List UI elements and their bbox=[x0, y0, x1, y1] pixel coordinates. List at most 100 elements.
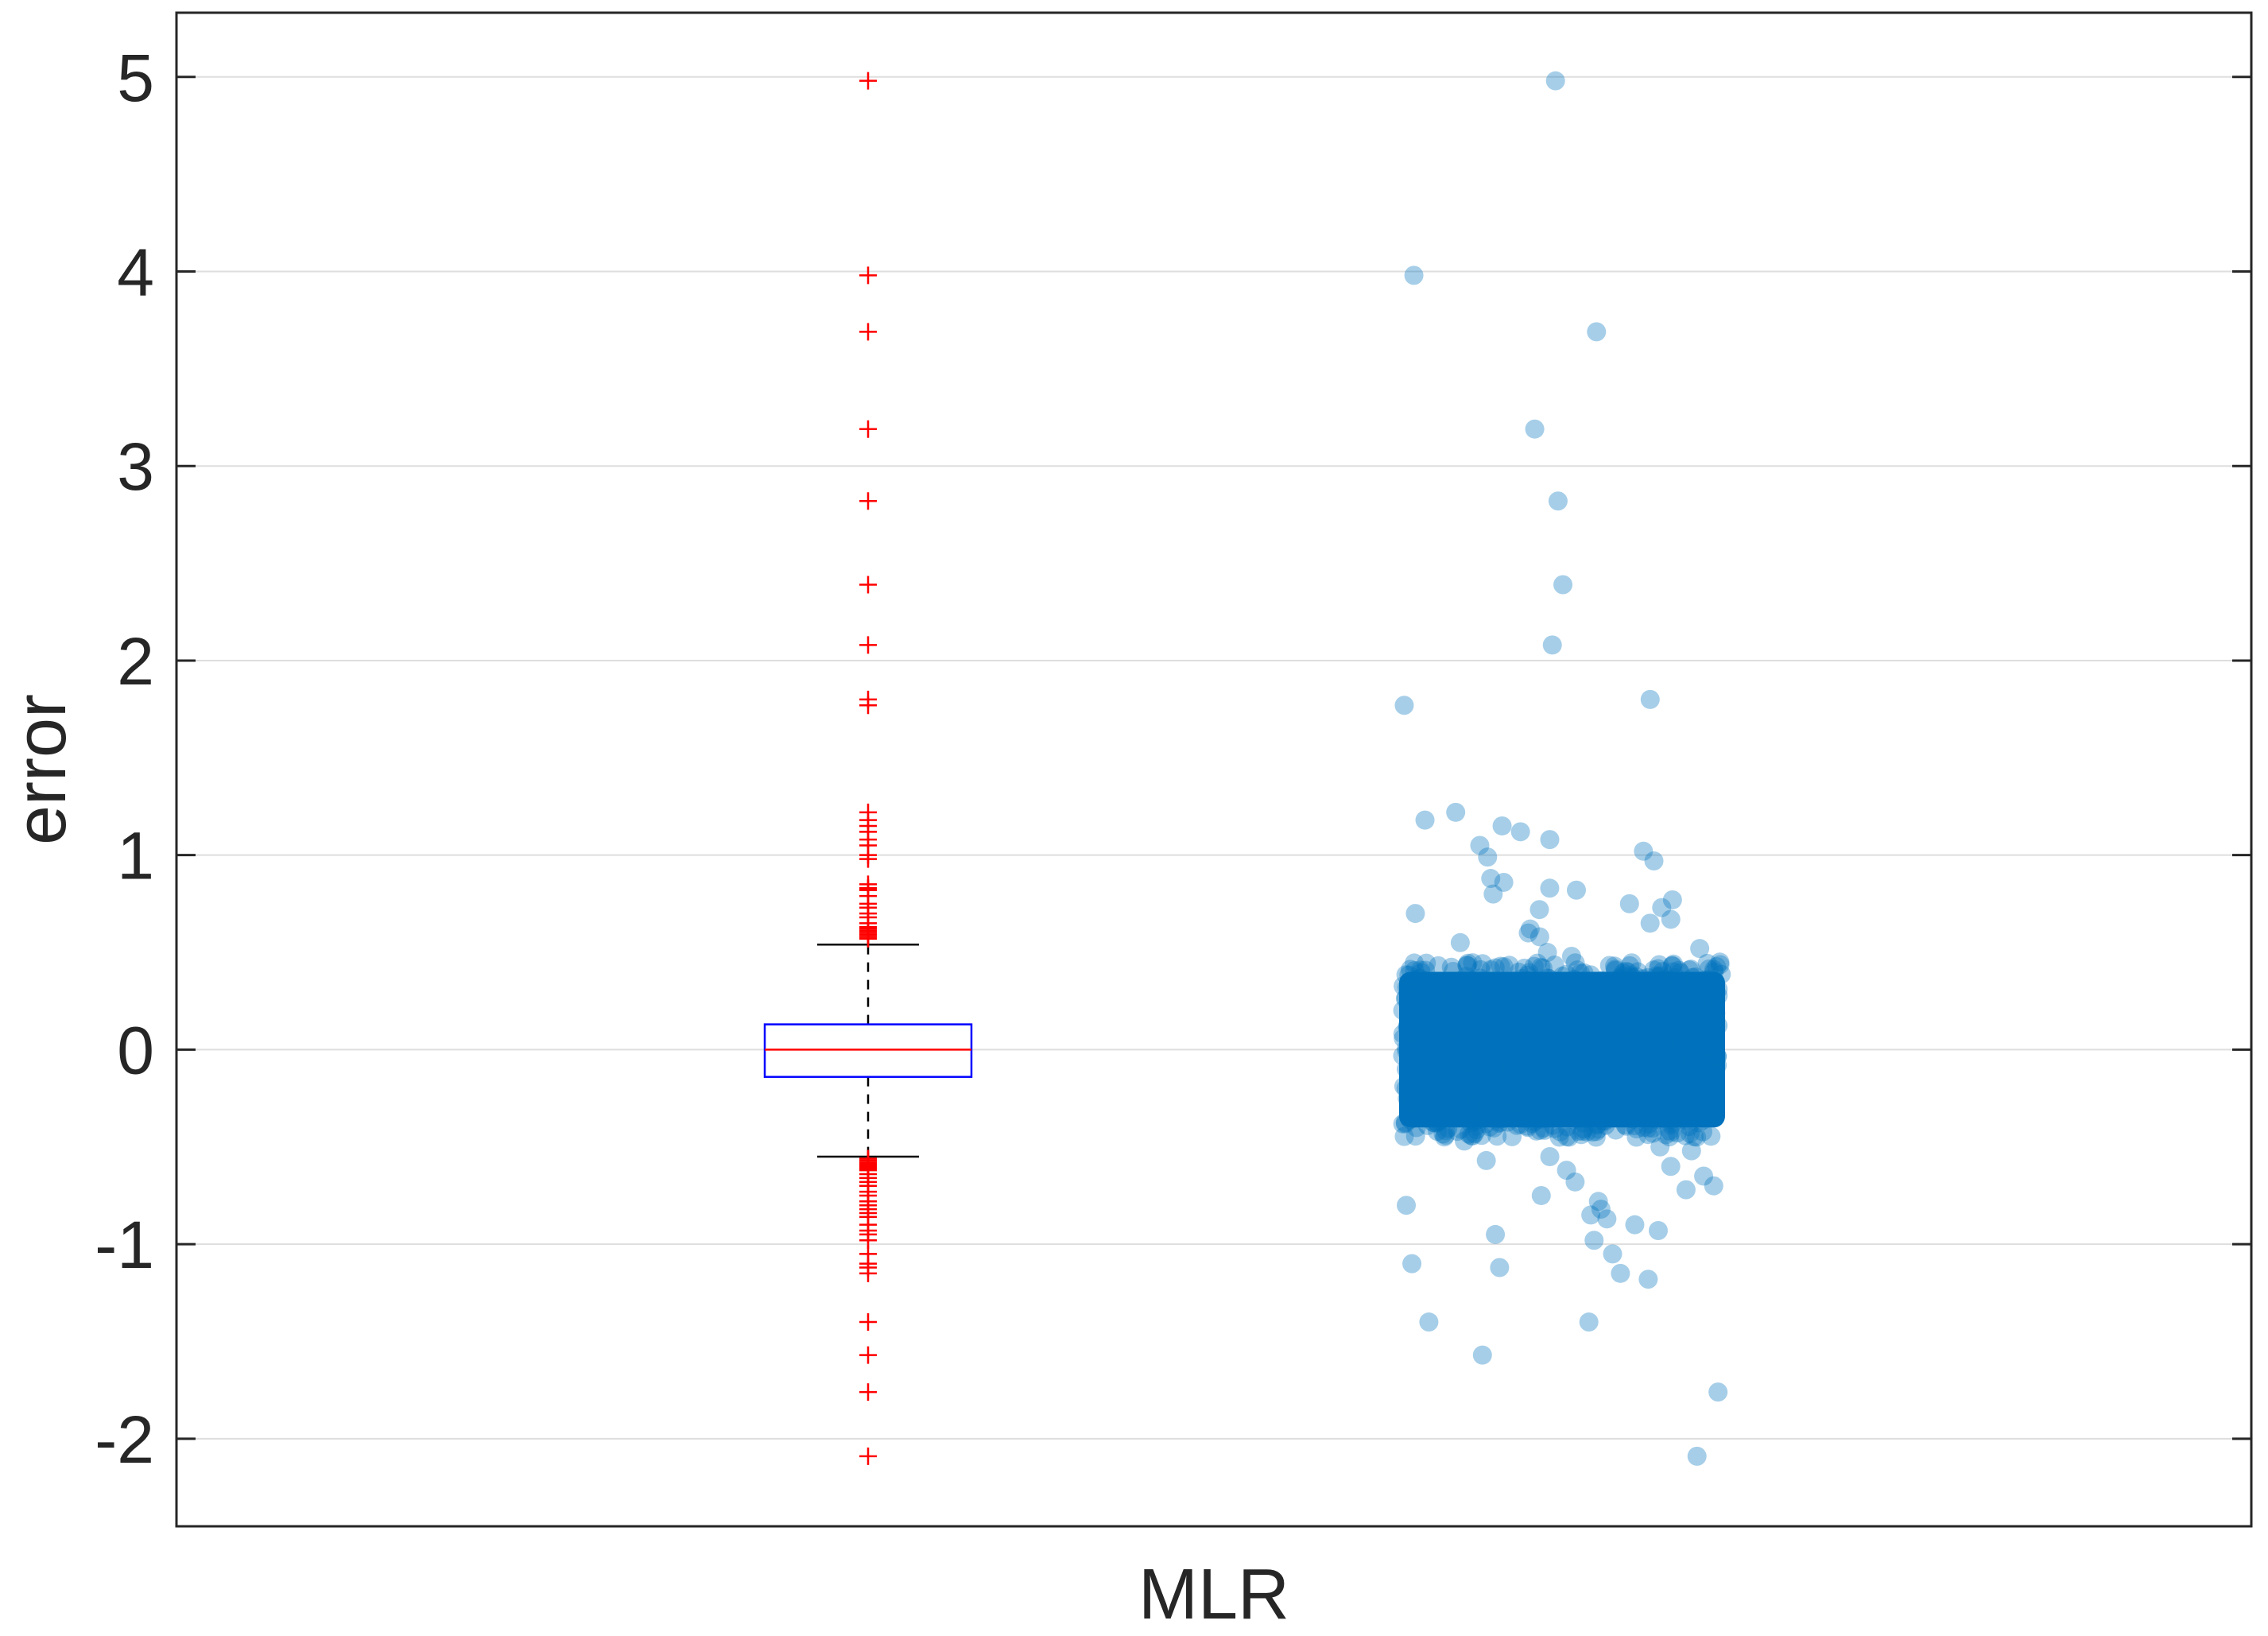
jitter-point bbox=[1688, 1006, 1708, 1026]
jitter-point bbox=[1665, 1103, 1685, 1122]
jitter-point bbox=[1677, 1099, 1696, 1119]
jitter-point bbox=[1591, 1066, 1611, 1086]
jitter-point bbox=[1574, 1089, 1594, 1109]
jitter-point bbox=[1394, 1029, 1413, 1049]
jitter-point bbox=[1553, 967, 1572, 987]
jitter-point bbox=[1700, 1102, 1720, 1122]
jitter-point bbox=[1582, 1056, 1602, 1076]
jitter-point bbox=[1528, 1058, 1548, 1078]
jitter-point bbox=[1512, 1091, 1532, 1111]
jitter-point bbox=[1700, 1096, 1719, 1116]
jitter-point bbox=[1445, 1084, 1465, 1104]
jitter-point bbox=[1531, 1185, 1551, 1205]
jitter-point bbox=[1485, 958, 1505, 978]
jitter-point bbox=[1705, 1028, 1725, 1048]
jitter-point bbox=[1449, 1070, 1469, 1090]
jitter-point bbox=[1469, 985, 1489, 1005]
jitter-point bbox=[1407, 1008, 1427, 1028]
jitter-point bbox=[1623, 1028, 1643, 1048]
jitter-point bbox=[1654, 1033, 1674, 1053]
jitter-point bbox=[1565, 1075, 1585, 1095]
jitter-point bbox=[1564, 1024, 1584, 1044]
jitter-point bbox=[1560, 1045, 1580, 1064]
jitter-point bbox=[1447, 987, 1467, 1006]
outlier-marker bbox=[859, 420, 877, 438]
jitter-point bbox=[1612, 966, 1632, 986]
jitter-point bbox=[1699, 970, 1719, 990]
jitter-point bbox=[1678, 979, 1698, 999]
jitter-point bbox=[1687, 1103, 1707, 1123]
jitter-point bbox=[1540, 830, 1560, 850]
jitter-point bbox=[1572, 975, 1592, 994]
jitter-point bbox=[1556, 1100, 1576, 1120]
jitter-point bbox=[1557, 1036, 1577, 1056]
jitter-point bbox=[1687, 1041, 1707, 1060]
jitter-point bbox=[1408, 1086, 1428, 1106]
jitter-point bbox=[1401, 1099, 1421, 1119]
jitter-point bbox=[1673, 1031, 1693, 1051]
jitter-point bbox=[1707, 956, 1727, 976]
jitter-point bbox=[1406, 1056, 1426, 1076]
jitter-point bbox=[1500, 980, 1520, 1000]
jitter-point bbox=[1673, 988, 1692, 1008]
jitter-point bbox=[1691, 1019, 1711, 1039]
jitter-point bbox=[1643, 1123, 1663, 1143]
jitter-point bbox=[1522, 1024, 1542, 1044]
jitter-point bbox=[1663, 962, 1683, 982]
jitter-point bbox=[1494, 1049, 1514, 1069]
jitter-point bbox=[1489, 1047, 1509, 1067]
jitter-point bbox=[1619, 894, 1639, 913]
jitter-point bbox=[1405, 1126, 1425, 1146]
jitter-point bbox=[1474, 1087, 1494, 1107]
jitter-point bbox=[1632, 1002, 1652, 1022]
jitter-point bbox=[1468, 1007, 1488, 1027]
jitter-point bbox=[1458, 981, 1478, 1001]
jitter-point bbox=[1416, 960, 1436, 980]
jitter-point bbox=[1632, 1068, 1652, 1087]
jitter-point bbox=[1611, 969, 1631, 989]
jitter-point bbox=[1531, 957, 1551, 977]
jitter-point bbox=[1622, 1084, 1642, 1104]
jitter-point bbox=[1618, 986, 1638, 1006]
jitter-point bbox=[1607, 971, 1626, 991]
jitter-point bbox=[1589, 1010, 1609, 1029]
jitter-point bbox=[1683, 967, 1703, 987]
jitter-point bbox=[1597, 1209, 1617, 1229]
jitter-point bbox=[1619, 962, 1638, 982]
jitter-point bbox=[1522, 1066, 1542, 1086]
jitter-point bbox=[1488, 1047, 1508, 1067]
jitter-point bbox=[1568, 1122, 1588, 1142]
jitter-point bbox=[1658, 1059, 1678, 1079]
outlier-marker bbox=[859, 696, 877, 715]
jitter-point bbox=[1529, 1012, 1549, 1032]
jitter-point bbox=[1633, 969, 1653, 989]
jitter-point bbox=[1564, 1083, 1584, 1103]
jitter-point bbox=[1435, 1094, 1455, 1114]
outlier-marker bbox=[859, 323, 877, 341]
jitter-point bbox=[1395, 1114, 1415, 1134]
jitter-point bbox=[1443, 1017, 1463, 1037]
jitter-point bbox=[1708, 1016, 1728, 1036]
jitter-point bbox=[1433, 1057, 1452, 1077]
jitter-point bbox=[1659, 1127, 1679, 1147]
jitter-point bbox=[1460, 1098, 1479, 1118]
jitter-point bbox=[1508, 994, 1528, 1014]
jitter-point bbox=[1708, 1382, 1728, 1402]
jitter-point bbox=[1650, 1050, 1669, 1070]
jitter-point bbox=[1607, 995, 1627, 1015]
jitter-point bbox=[1531, 1109, 1551, 1129]
jitter-point bbox=[1634, 1118, 1654, 1138]
jitter-point bbox=[1402, 1092, 1421, 1112]
jitter-point bbox=[1493, 1063, 1513, 1083]
jitter-point bbox=[1423, 1112, 1443, 1132]
jitter-point bbox=[1611, 980, 1631, 1000]
jitter-point bbox=[1581, 985, 1601, 1005]
jitter-point bbox=[1588, 1115, 1607, 1135]
jitter-point bbox=[1654, 1108, 1674, 1128]
jitter-point bbox=[1510, 1071, 1529, 1091]
jitter-point bbox=[1522, 1067, 1541, 1087]
jitter-point bbox=[1405, 1041, 1425, 1060]
jitter-point bbox=[1650, 966, 1670, 986]
jitter-point bbox=[1620, 966, 1640, 986]
jitter-point bbox=[1557, 998, 1576, 1018]
